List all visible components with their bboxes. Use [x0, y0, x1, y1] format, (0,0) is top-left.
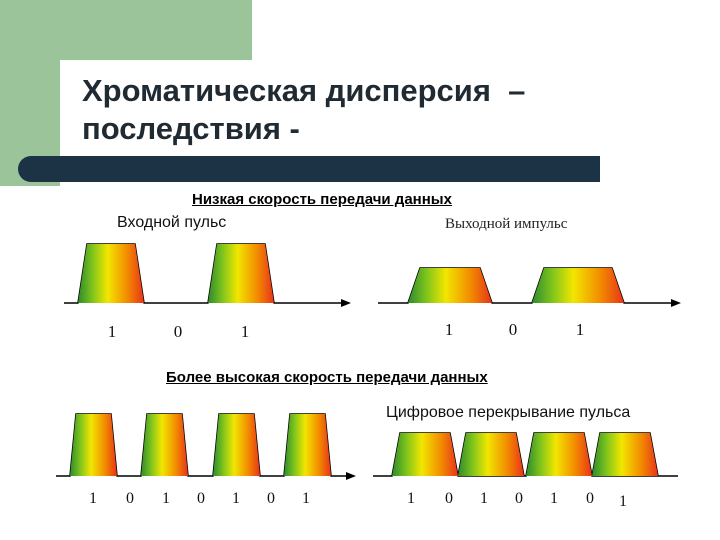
caption-digital-overlap: Цифровое перекрывание пульса — [386, 404, 631, 421]
bit-label: 0 — [515, 490, 523, 507]
slide-title-line-2: последствия - — [82, 110, 300, 146]
bit-label: 1 — [302, 490, 310, 507]
pulse — [532, 268, 624, 303]
pulse — [78, 244, 144, 303]
pulse — [70, 414, 117, 476]
bit-label: 1 — [162, 490, 170, 507]
panel-high-input: 1 0 1 0 1 0 1 — [56, 413, 356, 507]
title-divider-bar — [18, 156, 600, 182]
bit-label: 0 — [509, 320, 518, 339]
bit-label: 1 — [619, 493, 627, 510]
bit-label: 0 — [197, 490, 205, 507]
axis-arrow — [341, 299, 351, 307]
pulse — [141, 414, 188, 476]
panel-low-output: 1 0 1 — [378, 267, 681, 339]
pulse — [284, 414, 331, 476]
bit-label: 1 — [232, 490, 240, 507]
bit-label: 0 — [126, 490, 134, 507]
bit-label: 1 — [89, 490, 97, 507]
caption-input-pulse: Входной пульс — [117, 214, 227, 231]
pulse — [592, 433, 658, 476]
caption-high-speed: Более высокая скорость передачи данных — [166, 369, 488, 386]
bit-label: 0 — [267, 490, 275, 507]
pulse — [213, 414, 260, 476]
bit-label: 1 — [108, 322, 117, 341]
bit-label: 0 — [445, 490, 453, 507]
pulse — [392, 433, 458, 476]
axis-arrow — [346, 472, 356, 480]
bit-label: 1 — [480, 490, 488, 507]
bit-label: 1 — [576, 320, 585, 339]
pulse — [208, 244, 274, 303]
bit-label: 0 — [586, 490, 594, 507]
axis-arrow — [671, 299, 681, 307]
bit-label: 1 — [241, 322, 250, 341]
bit-label: 1 — [407, 490, 415, 507]
slide-title-line-1: Хроматическая дисперсия – — [82, 73, 526, 108]
pulse — [526, 433, 592, 476]
bit-label: 0 — [174, 322, 183, 341]
pulse — [408, 268, 492, 303]
bit-label: 1 — [445, 320, 454, 339]
caption-low-speed: Низкая скорость передачи данных — [192, 191, 452, 208]
pulse — [458, 433, 524, 476]
bit-label: 1 — [550, 490, 558, 507]
slide-title: Хроматическая дисперсия – последствия - — [82, 72, 525, 148]
panel-low-input: 1 0 1 — [64, 243, 351, 341]
panel-high-output: 1 0 1 0 1 0 1 — [373, 432, 678, 510]
caption-output-pulse: Выходной импульс — [445, 216, 568, 232]
